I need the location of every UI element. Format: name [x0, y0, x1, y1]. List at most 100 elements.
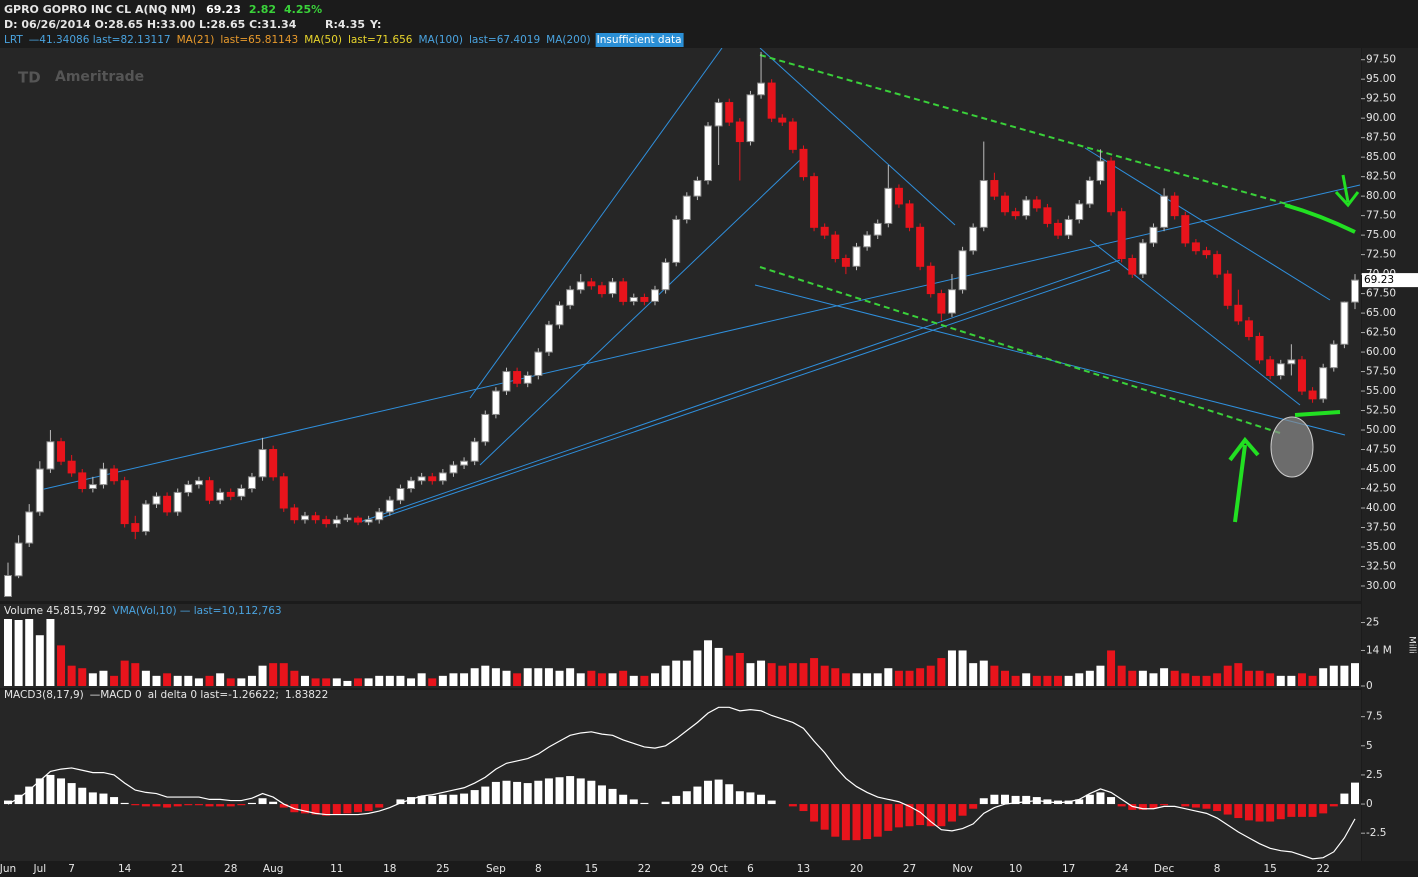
histogram-bar — [269, 801, 278, 805]
volume-bar — [1160, 668, 1169, 686]
volume-bar — [1000, 670, 1009, 686]
histogram-bar — [163, 804, 172, 808]
candle-body — [311, 515, 320, 521]
candle-body — [279, 476, 288, 509]
volume-bar — [343, 680, 352, 686]
histogram-bar — [1202, 804, 1211, 809]
histogram-bar — [1149, 804, 1158, 809]
volume-bar — [1117, 665, 1126, 686]
volume-bar — [1297, 673, 1306, 686]
candle-body — [1181, 215, 1190, 244]
histogram-bar — [990, 794, 999, 805]
histogram-bar — [375, 804, 384, 808]
histogram-bar — [279, 804, 288, 808]
legend-item: Volume 45,815,792 — [4, 605, 107, 617]
histogram-bar — [661, 801, 670, 805]
candle-body — [1297, 359, 1306, 392]
histogram-bar — [916, 804, 925, 826]
histogram-bar — [597, 785, 606, 805]
volume-bar — [1255, 670, 1264, 686]
histogram-bar — [184, 804, 193, 806]
volume-bar — [661, 665, 670, 686]
legend-item: LRT — [4, 34, 23, 46]
x-tick-label: 14 — [118, 863, 132, 875]
volume-bar — [1308, 675, 1317, 686]
legend-item: MA(21) — [177, 34, 215, 46]
candle-body — [152, 495, 161, 505]
histogram-bar — [247, 802, 256, 805]
volume-bar — [1128, 670, 1137, 686]
histogram-bar — [619, 794, 628, 805]
legend-item: MA(200) — [546, 34, 590, 46]
volume-bar — [937, 658, 946, 686]
candle-body — [1329, 343, 1338, 369]
histogram-bar — [810, 804, 819, 822]
histogram-bar — [25, 786, 34, 805]
candle-body — [661, 261, 670, 291]
candle-body — [513, 371, 522, 384]
histogram-bar — [1297, 804, 1306, 817]
trend-line — [359, 259, 1121, 523]
volume-bar — [841, 673, 850, 686]
volume-bar — [1043, 675, 1052, 686]
volume-bar — [205, 675, 214, 686]
histogram-bar — [470, 790, 479, 805]
candle-body — [704, 125, 713, 182]
x-tick-label: 15 — [585, 863, 598, 875]
histogram-bar — [969, 804, 978, 809]
candle-body — [1149, 226, 1158, 244]
legend-item: 1.83822 — [285, 689, 328, 701]
volume-bar — [1096, 665, 1105, 686]
legend-item: last=71.656 — [348, 34, 413, 46]
volume-bar — [4, 619, 12, 686]
volume-axis-label: Milli — [1407, 636, 1417, 654]
candle-body — [841, 258, 850, 267]
volume-bar — [1340, 665, 1349, 686]
volume-bar — [216, 673, 225, 686]
volume-bar — [1191, 675, 1200, 686]
x-tick-label: 22 — [638, 863, 651, 875]
histogram-bar — [1319, 804, 1328, 814]
candle-body — [1255, 335, 1264, 361]
histogram-bar — [714, 779, 723, 805]
candle-body — [1096, 160, 1105, 182]
candle-body — [810, 176, 819, 228]
y-tick-label: 14 M — [1366, 644, 1392, 656]
candle-body — [735, 121, 744, 143]
histogram-bar — [110, 797, 119, 805]
histogram-bar — [1117, 804, 1126, 807]
volume-bar — [820, 665, 829, 686]
volume-bar — [1319, 668, 1328, 686]
volume-bar — [1351, 663, 1359, 686]
volume-bar — [1234, 663, 1243, 686]
candle-body — [799, 148, 808, 178]
candle-body — [1287, 359, 1296, 365]
histogram-bar — [1000, 794, 1009, 805]
y-tick-label: 60.00 — [1366, 346, 1396, 358]
candle-body — [757, 82, 766, 96]
volume-bar — [279, 663, 288, 686]
histogram-bar — [226, 804, 235, 807]
y-tick-label: 92.50 — [1366, 93, 1396, 105]
candle-body — [947, 289, 956, 314]
volume-bar — [194, 678, 203, 686]
candle-body — [905, 203, 914, 228]
histogram-bar — [300, 804, 309, 814]
y-tick-label: 77.50 — [1366, 210, 1396, 222]
volume-bar — [650, 673, 659, 686]
y-tick-label: 75.00 — [1366, 229, 1396, 241]
y-tick-label: 35.00 — [1366, 541, 1396, 553]
volume-bar — [99, 670, 108, 686]
x-tick-label: Jun — [0, 863, 16, 875]
volume-bar — [1276, 675, 1285, 686]
trend-line — [374, 269, 1111, 521]
candles — [4, 51, 1359, 597]
x-tick-label: 28 — [224, 863, 237, 875]
candle-body — [884, 187, 893, 224]
x-tick-label: 8 — [535, 863, 542, 875]
candle-body — [1117, 211, 1126, 260]
candle-body — [629, 296, 638, 302]
legend-item: MA(100) — [419, 34, 463, 46]
x-tick-label: 18 — [383, 863, 396, 875]
candle-body — [141, 503, 150, 532]
